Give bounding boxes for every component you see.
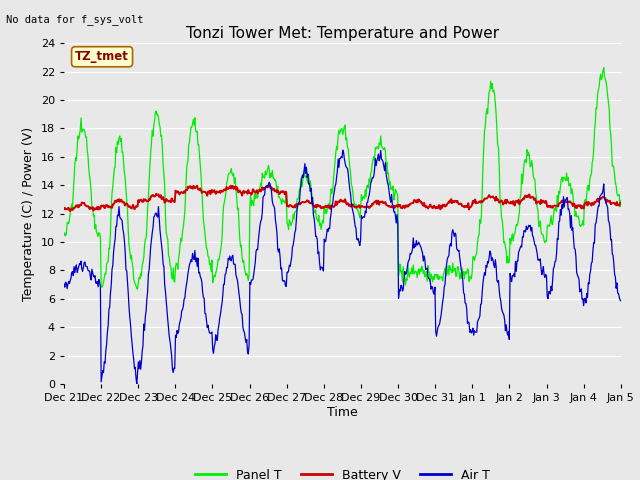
Legend: Panel T, Battery V, Air T: Panel T, Battery V, Air T (190, 464, 495, 480)
Line: Air T: Air T (64, 150, 621, 384)
Line: Battery V: Battery V (64, 185, 621, 211)
Panel T (127, 252, 135, 258)
Battery V (67, 208, 74, 214)
Battery V (428, 204, 436, 210)
Battery V (185, 185, 193, 191)
Battery V (71, 205, 79, 211)
Panel T (411, 269, 419, 275)
Air T (133, 381, 141, 387)
Panel T (185, 142, 193, 148)
Air T (214, 326, 222, 332)
Air T (428, 284, 436, 289)
Text: TZ_tmet: TZ_tmet (75, 50, 129, 63)
Air T (60, 281, 68, 287)
Line: Panel T: Panel T (64, 68, 621, 289)
Panel T (600, 65, 607, 71)
Panel T (428, 271, 435, 277)
Panel T (214, 256, 222, 262)
Y-axis label: Temperature (C) / Power (V): Temperature (C) / Power (V) (22, 127, 35, 300)
Panel T (617, 198, 625, 204)
Air T (617, 298, 625, 304)
Panel T (60, 233, 68, 239)
X-axis label: Time: Time (327, 406, 358, 419)
Battery V (128, 205, 136, 211)
Air T (339, 147, 347, 153)
Battery V (266, 182, 273, 188)
Air T (127, 334, 135, 339)
Air T (412, 244, 419, 250)
Title: Tonzi Tower Met: Temperature and Power: Tonzi Tower Met: Temperature and Power (186, 25, 499, 41)
Panel T (70, 176, 78, 181)
Battery V (60, 206, 68, 212)
Battery V (412, 199, 419, 204)
Panel T (134, 286, 141, 292)
Air T (185, 266, 193, 272)
Air T (70, 264, 78, 269)
Battery V (214, 190, 222, 195)
Text: No data for f_sys_volt: No data for f_sys_volt (6, 14, 144, 25)
Battery V (617, 200, 625, 206)
